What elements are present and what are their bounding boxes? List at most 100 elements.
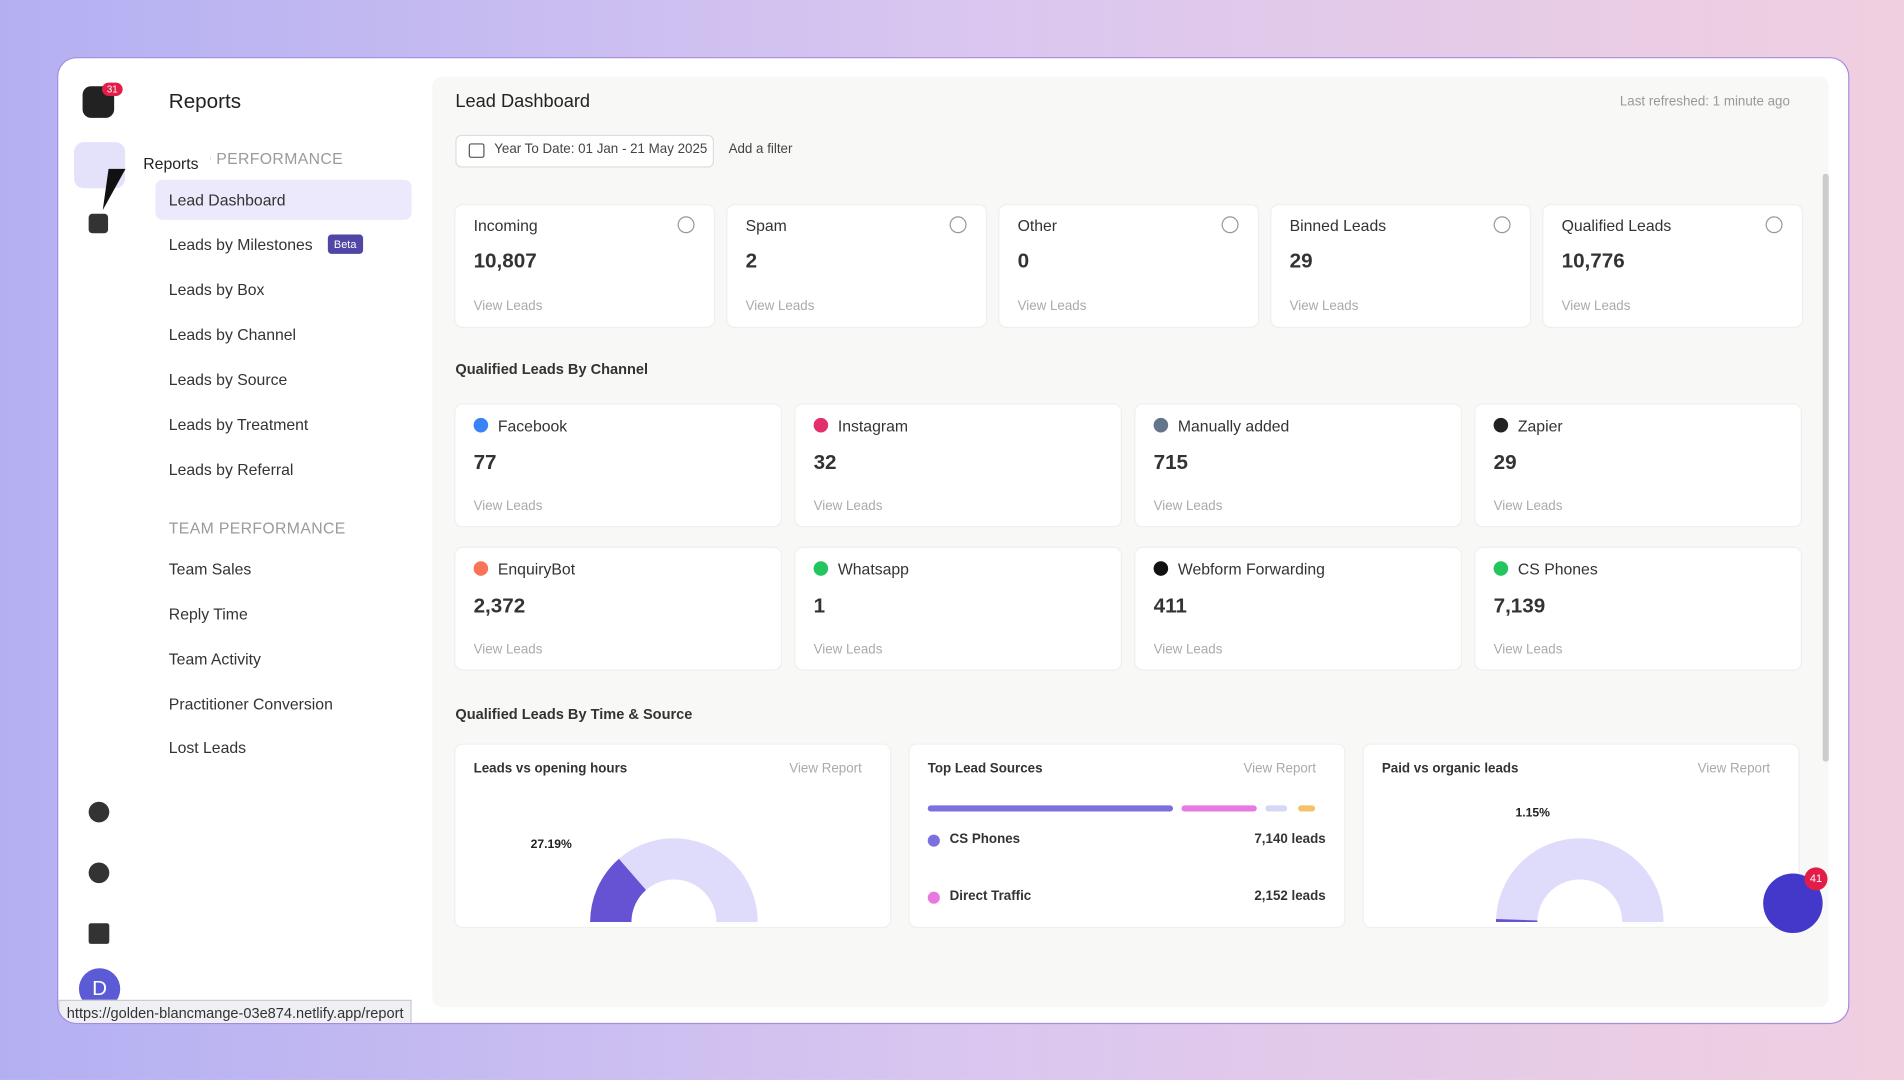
main-title: Lead Dashboard	[455, 91, 591, 112]
channel-card	[1135, 404, 1461, 527]
stat-card	[999, 205, 1259, 327]
channel-value: 411	[1153, 594, 1187, 618]
legend-dot	[927, 834, 940, 847]
nav-item[interactable]: Leads by Channel	[168, 325, 297, 344]
info-icon	[949, 216, 967, 234]
app-window: 31 D Reports LEAD PERFORMANCE Lead Dashboard…	[57, 57, 1850, 1025]
channel-icon	[813, 561, 829, 576]
channel-card	[1475, 547, 1801, 670]
view-leads[interactable]: View Leads	[473, 642, 543, 658]
section-title: Qualified Leads By Channel	[455, 360, 649, 378]
channel-icon	[1493, 561, 1509, 576]
view-leads[interactable]: View Leads	[1493, 499, 1563, 514]
channel-name: Webform Forwarding	[1177, 560, 1325, 579]
channel-card	[455, 404, 781, 527]
trash-icon[interactable]	[88, 923, 110, 944]
view-report[interactable]: View Report	[789, 761, 862, 777]
rail-reports[interactable]	[74, 142, 126, 189]
source-name: Direct Traffic	[949, 889, 1032, 904]
channel-card	[455, 547, 781, 670]
nav-item[interactable]: Practitioner Conversion	[168, 694, 333, 714]
stat-label: Incoming	[473, 216, 538, 235]
view-leads[interactable]: View Leads	[813, 642, 883, 658]
channel-name: Instagram	[837, 416, 909, 435]
sidebar-title: Reports	[168, 89, 242, 113]
gauge-track	[1496, 838, 1664, 923]
gauge-label: 27.19%	[528, 838, 575, 852]
view-leads[interactable]: View Leads	[1493, 642, 1563, 658]
stat-card	[455, 205, 715, 327]
nav-item[interactable]: Leads by Milestones	[168, 235, 313, 254]
nav-item[interactable]: Team Activity	[168, 649, 261, 669]
channel-value: 2,372	[473, 594, 526, 618]
info-icon	[677, 216, 695, 234]
channel-name: Manually added	[1177, 416, 1290, 435]
add-filter[interactable]: Add a filter	[728, 142, 793, 157]
info-icon	[1221, 216, 1239, 234]
section-heading: LEAD PERFORMANCE	[168, 149, 344, 168]
channel-value: 32	[813, 450, 837, 474]
stat-label: Qualified Leads	[1561, 216, 1672, 235]
channel-card	[1475, 404, 1801, 527]
channel-icon	[1493, 417, 1509, 433]
view-report[interactable]: View Report	[1243, 761, 1316, 777]
channel-value: 715	[1153, 450, 1189, 474]
calendar-icon	[468, 143, 485, 158]
settings-icon[interactable]	[88, 801, 110, 823]
channel-name: Zapier	[1517, 416, 1563, 435]
panel-title: Leads vs opening hours	[473, 761, 628, 777]
gauge-label: 1.15%	[1513, 806, 1553, 820]
view-report[interactable]: View Report	[1697, 761, 1771, 777]
nav-item[interactable]: Team Sales	[168, 560, 252, 579]
channel-icon	[813, 417, 829, 433]
source-name: CS Phones	[949, 832, 1021, 847]
channel-name: Whatsapp	[837, 560, 909, 579]
date-filter[interactable]	[455, 134, 715, 168]
view-leads[interactable]: View Leads	[813, 499, 883, 514]
source-count: 2,152 leads	[1254, 889, 1326, 904]
tooltip: Reports	[132, 149, 210, 178]
rail-grid[interactable]	[88, 213, 109, 234]
report-panel	[909, 744, 1345, 927]
nav-item[interactable]: Leads by Referral	[168, 460, 294, 479]
section-heading: TEAM PERFORMANCE	[168, 518, 346, 537]
panel-title: Top Lead Sources	[927, 761, 1043, 777]
stat-value: 2	[745, 249, 758, 273]
channel-name: CS Phones	[1517, 560, 1598, 579]
view-leads[interactable]: View Leads	[1561, 298, 1631, 314]
status-url: https://golden-blancmange-03e874.netlify…	[58, 999, 413, 1023]
scrollbar	[1822, 173, 1829, 762]
view-leads[interactable]: View Leads	[1153, 642, 1223, 658]
report-panel	[1363, 744, 1799, 927]
help-icon[interactable]	[88, 862, 110, 884]
channel-value: 77	[473, 450, 497, 474]
active-bg	[155, 179, 412, 220]
channel-name: Facebook	[497, 416, 568, 435]
source-bar	[1181, 805, 1257, 812]
channel-value: 7,139	[1493, 594, 1546, 618]
view-leads[interactable]: View Leads	[473, 499, 543, 514]
view-leads[interactable]: View Leads	[1289, 298, 1359, 314]
view-leads[interactable]: View Leads	[745, 298, 815, 314]
nav-item[interactable]: Lost Leads	[168, 738, 247, 757]
nav-item[interactable]: Leads by Box	[168, 280, 265, 299]
channel-name: EnquiryBot	[497, 560, 576, 579]
source-count: 7,140 leads	[1254, 832, 1326, 847]
channel-value: 1	[813, 594, 826, 618]
view-leads[interactable]: View Leads	[473, 298, 543, 314]
nav-item[interactable]: Reply Time	[168, 604, 248, 624]
section-title: Qualified Leads By Time & Source	[455, 705, 693, 723]
nav-item[interactable]: Lead Dashboard	[168, 190, 286, 209]
nav-item[interactable]: Leads by Source	[168, 370, 288, 389]
stat-value: 29	[1289, 249, 1313, 273]
view-leads[interactable]: View Leads	[1153, 499, 1223, 514]
gauge	[590, 838, 758, 923]
channel-card	[795, 547, 1121, 670]
view-leads[interactable]: View Leads	[1017, 298, 1087, 314]
chat-badge: 41	[1804, 867, 1828, 891]
nav-item[interactable]: Leads by Treatment	[168, 415, 309, 434]
stat-card	[1271, 205, 1531, 327]
stat-label: Spam	[745, 216, 787, 235]
